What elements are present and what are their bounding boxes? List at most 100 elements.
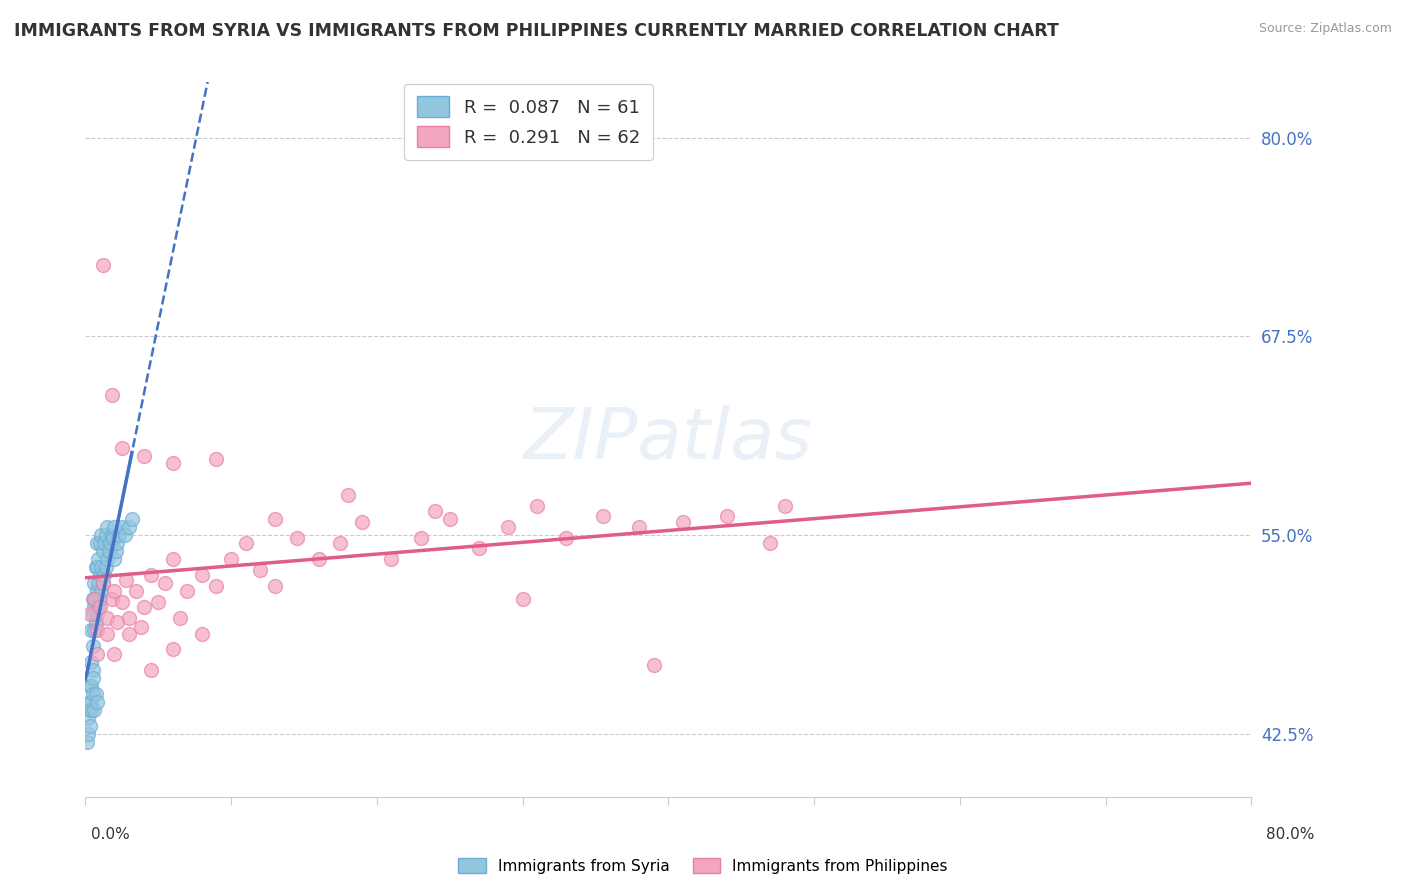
Point — [79, 695, 101, 709]
Point — [87, 551, 110, 566]
Point — [125, 583, 148, 598]
Point — [90, 559, 112, 574]
Point — [93, 536, 115, 550]
Point — [82, 607, 104, 622]
Point — [162, 457, 184, 471]
Point — [79, 703, 101, 717]
Point — [263, 512, 285, 526]
Point — [86, 607, 108, 622]
Point — [82, 591, 104, 606]
Point — [169, 610, 191, 624]
Point — [79, 719, 101, 733]
Point — [205, 579, 228, 593]
Point — [105, 536, 128, 550]
Point — [512, 591, 534, 606]
Point — [77, 727, 100, 741]
Point — [79, 679, 101, 693]
Point — [121, 512, 143, 526]
Point — [91, 575, 114, 590]
Point — [773, 500, 796, 514]
Point — [86, 695, 108, 709]
Point — [86, 583, 108, 598]
Point — [84, 559, 107, 574]
Point — [308, 551, 330, 566]
Point — [132, 449, 155, 463]
Point — [86, 647, 108, 661]
Point — [129, 620, 152, 634]
Point — [83, 624, 105, 638]
Point — [759, 536, 782, 550]
Point — [79, 607, 101, 622]
Point — [111, 441, 134, 455]
Point — [87, 599, 110, 614]
Point — [329, 536, 352, 550]
Point — [111, 595, 134, 609]
Point — [100, 591, 122, 606]
Point — [111, 520, 134, 534]
Point — [82, 640, 104, 654]
Point — [83, 591, 105, 606]
Point — [100, 388, 122, 402]
Point — [96, 626, 118, 640]
Point — [672, 516, 695, 530]
Point — [80, 679, 103, 693]
Point — [105, 615, 128, 630]
Point — [103, 551, 125, 566]
Point — [93, 567, 115, 582]
Point — [89, 567, 111, 582]
Point — [84, 687, 107, 701]
Text: IMMIGRANTS FROM SYRIA VS IMMIGRANTS FROM PHILIPPINES CURRENTLY MARRIED CORRELATI: IMMIGRANTS FROM SYRIA VS IMMIGRANTS FROM… — [14, 22, 1059, 40]
Point — [118, 626, 141, 640]
Point — [86, 559, 108, 574]
Point — [103, 583, 125, 598]
Point — [380, 551, 402, 566]
Point — [643, 658, 665, 673]
Point — [80, 624, 103, 638]
Point — [148, 595, 170, 609]
Point — [83, 703, 105, 717]
Point — [108, 528, 131, 542]
Point — [176, 583, 198, 598]
Point — [439, 512, 461, 526]
Point — [205, 451, 228, 466]
Point — [84, 615, 107, 630]
Point — [628, 520, 651, 534]
Legend: R =  0.087   N = 61, R =  0.291   N = 62: R = 0.087 N = 61, R = 0.291 N = 62 — [404, 84, 652, 160]
Point — [89, 599, 111, 614]
Point — [336, 488, 359, 502]
Point — [76, 734, 98, 748]
Point — [191, 626, 214, 640]
Point — [91, 575, 114, 590]
Point — [104, 544, 127, 558]
Point — [219, 551, 242, 566]
Point — [132, 599, 155, 614]
Text: 80.0%: 80.0% — [1267, 827, 1315, 842]
Point — [263, 579, 285, 593]
Point — [77, 711, 100, 725]
Text: ZIPatlas: ZIPatlas — [524, 405, 813, 475]
Point — [98, 536, 121, 550]
Point — [409, 531, 432, 545]
Point — [89, 591, 111, 606]
Text: Source: ZipAtlas.com: Source: ZipAtlas.com — [1258, 22, 1392, 36]
Point — [115, 573, 138, 587]
Point — [235, 536, 257, 550]
Point — [139, 663, 162, 677]
Point — [96, 520, 118, 534]
Point — [83, 575, 105, 590]
Legend: Immigrants from Syria, Immigrants from Philippines: Immigrants from Syria, Immigrants from P… — [453, 852, 953, 880]
Point — [91, 258, 114, 272]
Point — [82, 663, 104, 677]
Point — [91, 544, 114, 558]
Point — [103, 647, 125, 661]
Point — [155, 575, 177, 590]
Point — [249, 563, 271, 577]
Point — [96, 551, 118, 566]
Point — [86, 536, 108, 550]
Point — [96, 610, 118, 624]
Point — [526, 500, 548, 514]
Point — [352, 516, 374, 530]
Point — [90, 528, 112, 542]
Point — [100, 528, 122, 542]
Point — [86, 624, 108, 638]
